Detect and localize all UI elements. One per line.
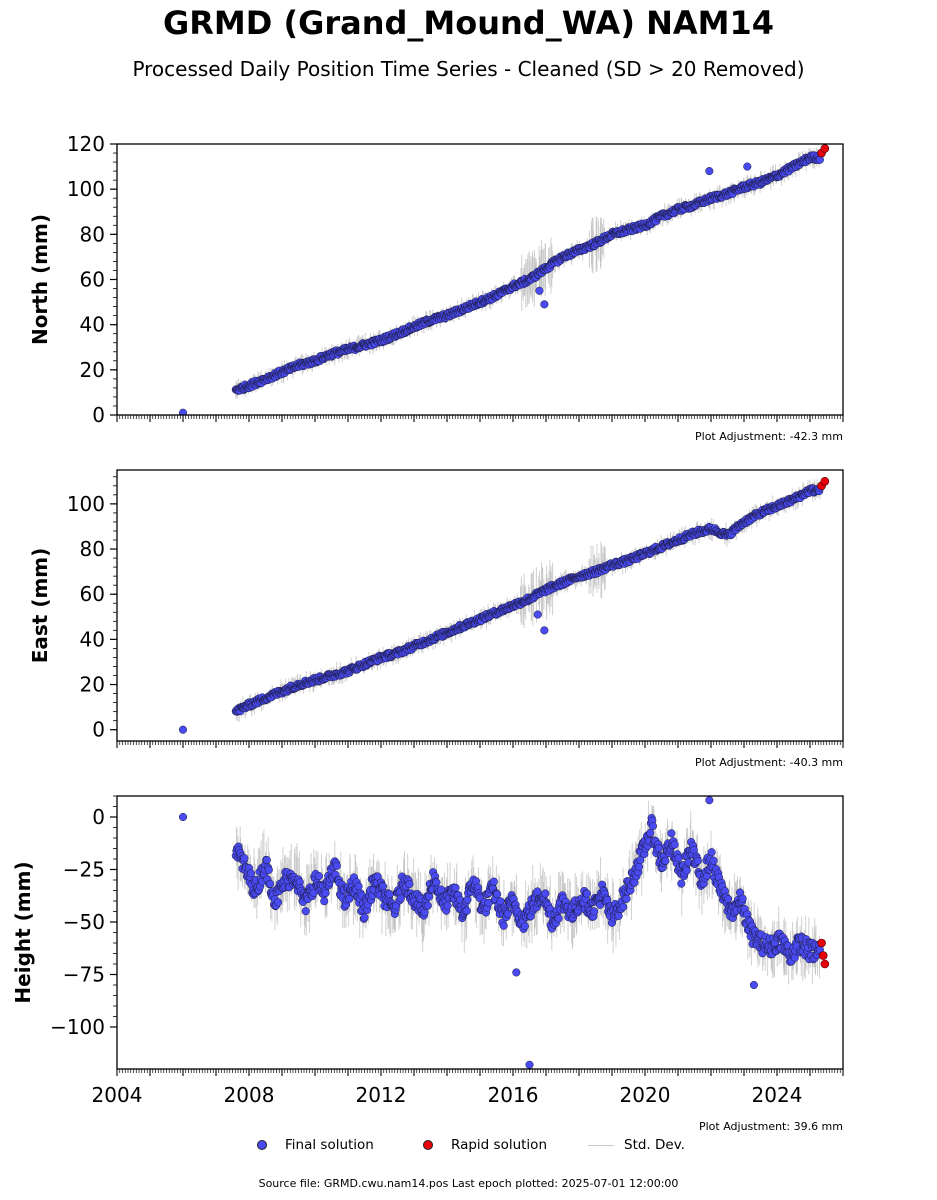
panel1-rapid-point bbox=[820, 144, 830, 153]
panel3-final-point bbox=[499, 921, 508, 930]
panel3-final-point bbox=[320, 897, 329, 906]
panel3-final-point bbox=[635, 862, 644, 871]
panel3-final-point bbox=[489, 877, 498, 886]
panel3-final-point bbox=[345, 894, 354, 903]
panel3-final-point bbox=[493, 890, 502, 899]
panel2-ytick-label: 80 bbox=[80, 537, 105, 561]
panel1-outlier-point bbox=[705, 167, 714, 176]
panel2-ytick-label: 40 bbox=[80, 627, 105, 651]
panel3-final-point bbox=[425, 892, 434, 901]
panel1-plot-area bbox=[178, 144, 830, 415]
panel3-final-point bbox=[360, 913, 369, 922]
panel3-final-point bbox=[354, 882, 363, 891]
panel3-final-point bbox=[264, 865, 273, 874]
panel3-final-point bbox=[332, 861, 341, 870]
panel3-final-point bbox=[463, 895, 472, 904]
panel3-final-point bbox=[437, 885, 446, 894]
panel2-outlier-point bbox=[540, 626, 549, 635]
panel1-ytick-label: 40 bbox=[80, 313, 105, 337]
panel2-ytick-label: 0 bbox=[92, 718, 105, 742]
panel3-final-point bbox=[622, 894, 631, 903]
panel1-adjustment: Plot Adjustment: -42.3 mm bbox=[695, 430, 843, 443]
panel3-final-point bbox=[590, 907, 599, 916]
panel2-frame bbox=[116, 469, 844, 742]
panel3-final-point bbox=[451, 883, 460, 892]
panel3-final-point bbox=[240, 854, 249, 863]
panel1-outlier-point bbox=[743, 162, 752, 171]
panel2-ytick-label: 20 bbox=[80, 673, 105, 697]
panel1-outlier-point bbox=[535, 286, 544, 295]
chart-title: GRMD (Grand_Mound_WA) NAM14 bbox=[162, 4, 774, 42]
panel2-ytick-label: 60 bbox=[80, 582, 105, 606]
panel1-ytick-label: 20 bbox=[80, 358, 105, 382]
panel3-final-point bbox=[262, 856, 271, 865]
panel1-outlier-point bbox=[178, 408, 188, 415]
panel2-outlier-point bbox=[533, 610, 542, 619]
panel3-final-point bbox=[385, 890, 394, 899]
panel1-ytick-label: 80 bbox=[80, 222, 105, 246]
panel1-ytick-label: 120 bbox=[67, 132, 105, 156]
chart-subtitle: Processed Daily Position Time Series - C… bbox=[132, 57, 805, 81]
panel3-final-point bbox=[432, 878, 441, 887]
panel1-ytick-label: 100 bbox=[67, 177, 105, 201]
panel3-final-point bbox=[614, 911, 623, 920]
panel3-final-point bbox=[554, 914, 563, 923]
panel3-final-point bbox=[321, 888, 330, 898]
panel2-outlier-point bbox=[178, 725, 188, 734]
panel3-final-point bbox=[314, 872, 324, 881]
panel1-ytick-label: 0 bbox=[92, 403, 105, 427]
panel2-plot-area bbox=[178, 476, 830, 734]
panel1-ylabel: North (mm) bbox=[28, 214, 52, 345]
panel3-final-point bbox=[246, 869, 256, 878]
panel3-final-point bbox=[273, 898, 283, 907]
panel2-ylabel: East (mm) bbox=[28, 548, 52, 664]
panel3-final-point bbox=[462, 906, 471, 915]
panel3-final-point bbox=[405, 880, 414, 889]
panel2-rapid-point bbox=[820, 476, 830, 486]
panel3-final-point bbox=[396, 894, 405, 903]
panel3-final-point bbox=[582, 889, 591, 898]
panel2-adjustment: Plot Adjustment: -40.3 mm bbox=[695, 756, 843, 769]
panel3-final-point bbox=[423, 901, 432, 910]
panel1-ytick-label: 60 bbox=[80, 268, 105, 292]
panel3-final-point bbox=[619, 902, 628, 912]
panel3-final-point bbox=[443, 901, 452, 910]
panel3-final-point bbox=[378, 882, 388, 891]
panel3-final-point bbox=[266, 879, 275, 888]
panel1-outlier-point bbox=[540, 300, 549, 309]
panel3-final-point bbox=[541, 889, 550, 898]
panel3-final-point bbox=[520, 922, 529, 931]
panel3-final-point bbox=[503, 909, 512, 918]
panel2-ytick-label: 100 bbox=[67, 492, 105, 516]
panel3-plot-area bbox=[178, 796, 830, 1069]
panel3-final-point bbox=[301, 907, 310, 916]
